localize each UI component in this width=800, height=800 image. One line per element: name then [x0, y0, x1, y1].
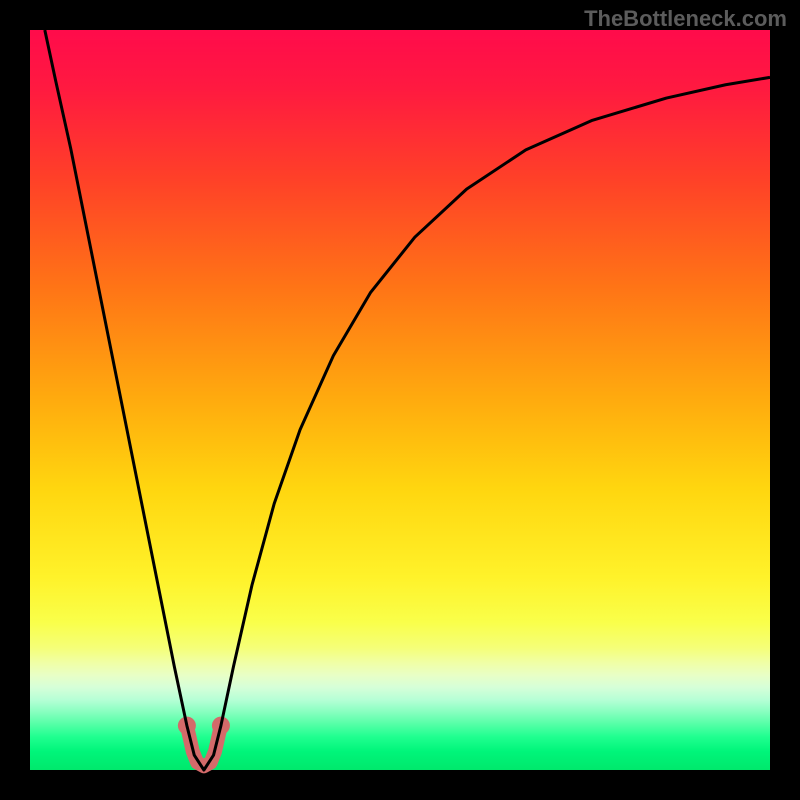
chart-svg [0, 0, 800, 800]
plot-background [30, 30, 770, 770]
watermark: TheBottleneck.com [584, 6, 787, 32]
canvas: TheBottleneck.com [0, 0, 800, 800]
